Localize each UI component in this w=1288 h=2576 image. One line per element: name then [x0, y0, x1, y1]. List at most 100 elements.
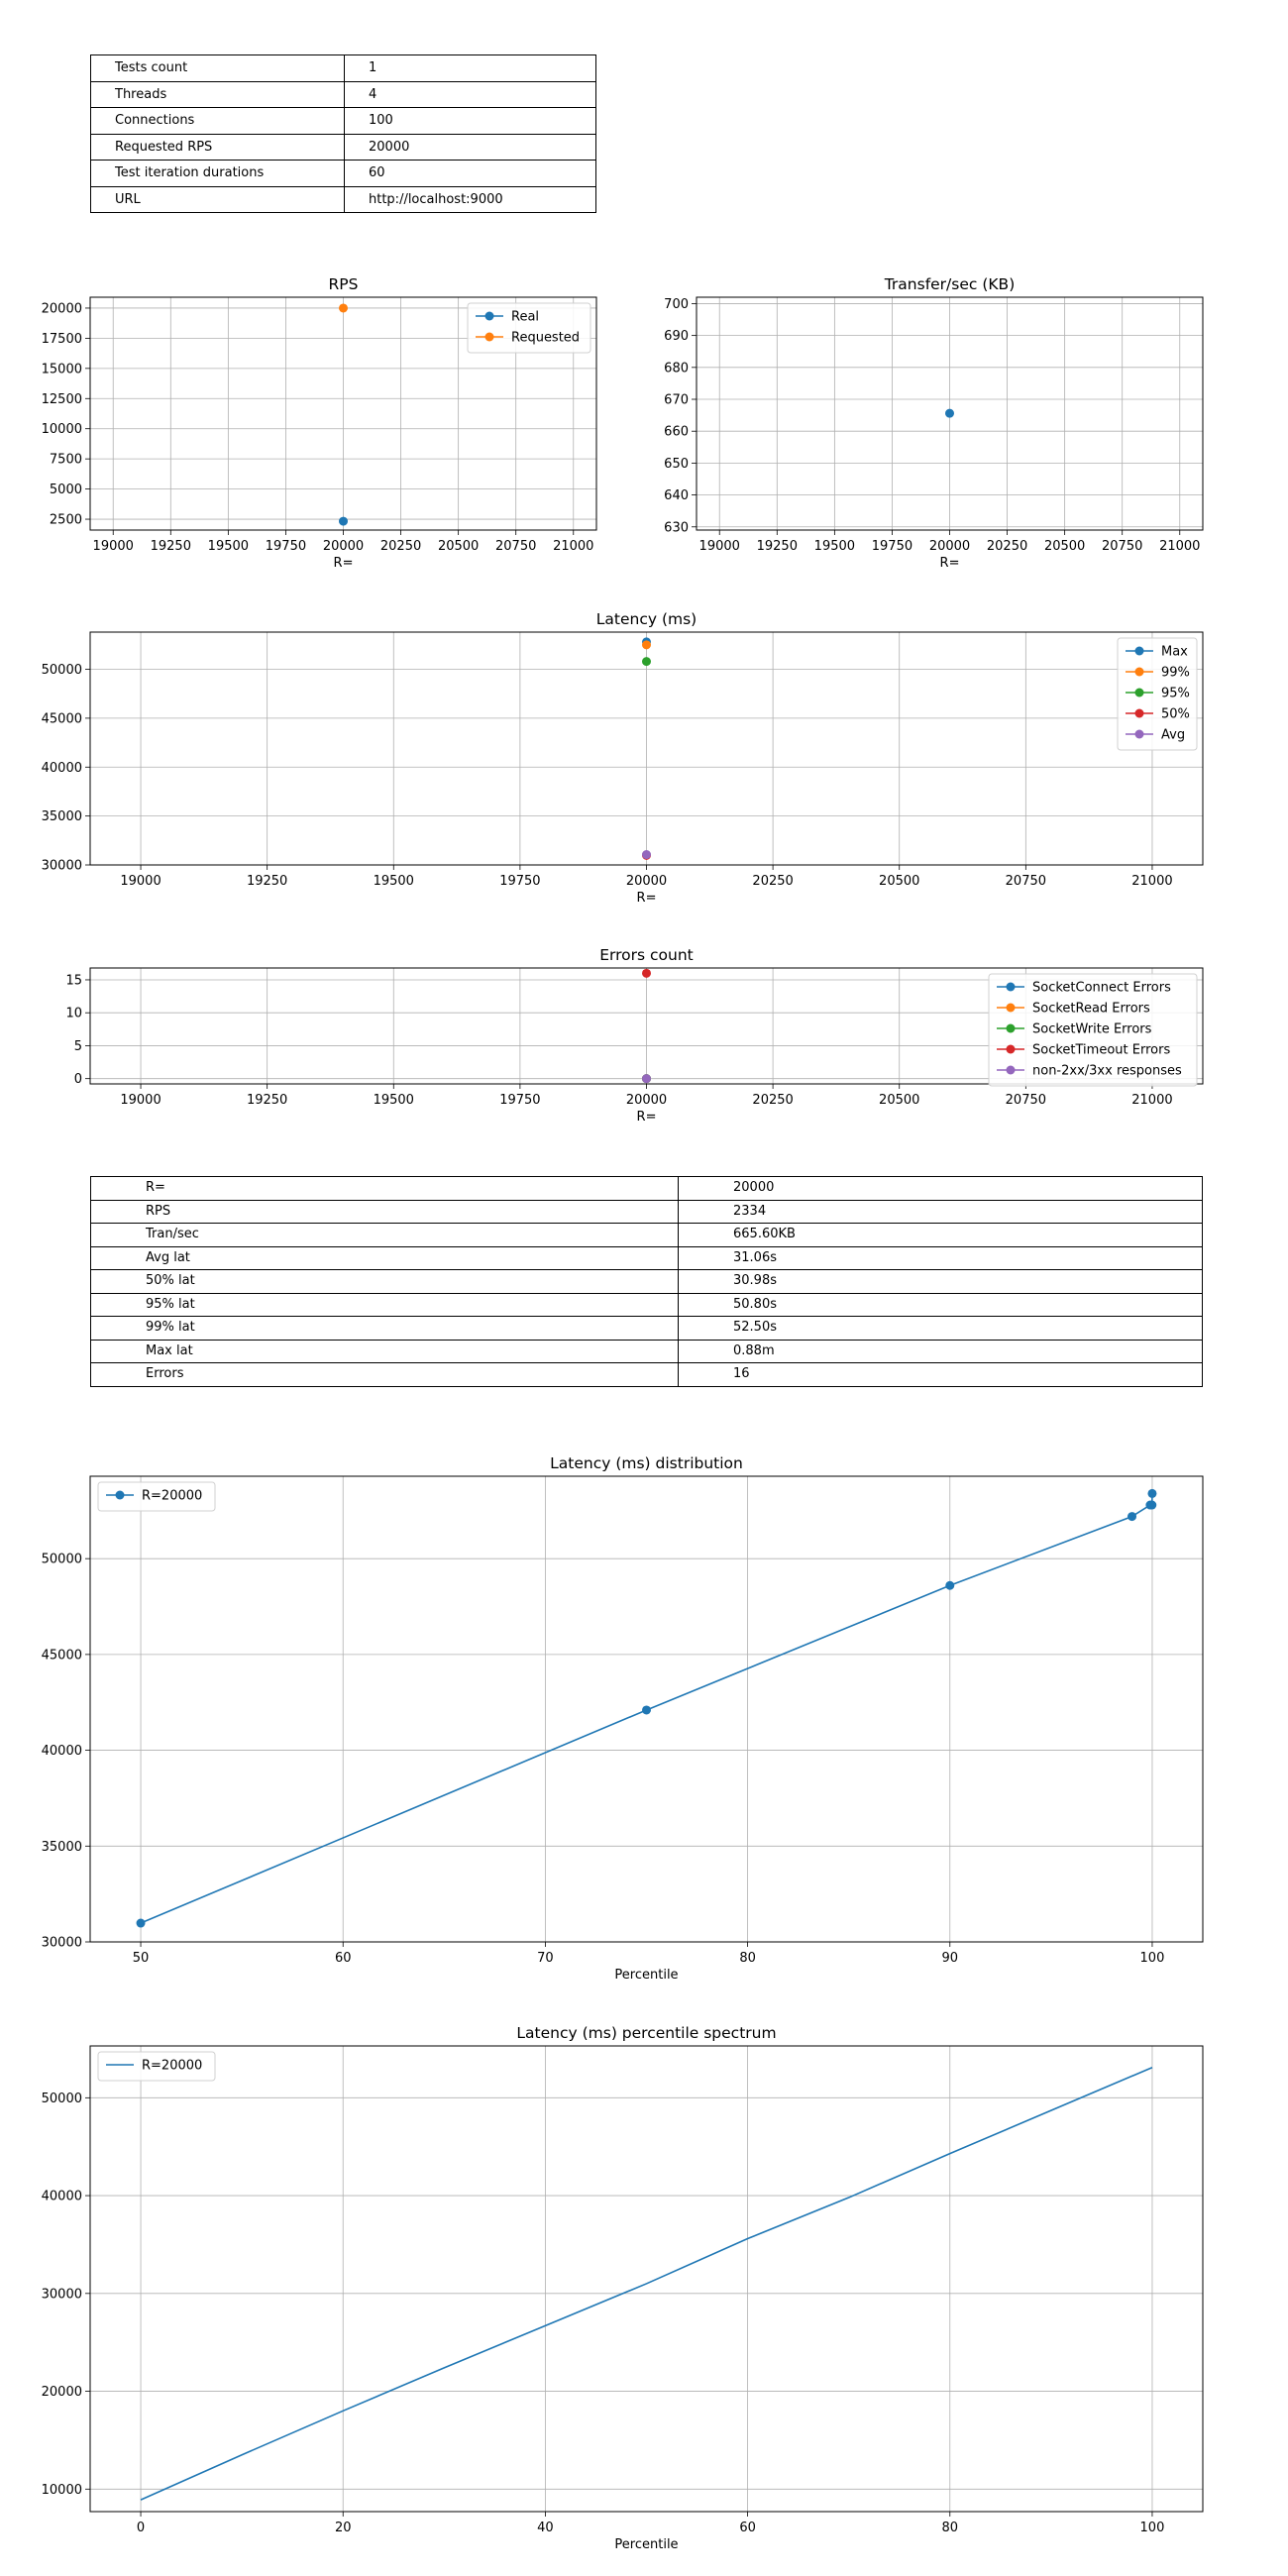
legend-label: SocketTimeout Errors — [1032, 1043, 1170, 1058]
x-tick-label: 20 — [335, 2521, 352, 2535]
legend-marker — [1006, 1065, 1016, 1075]
x-tick-label: 60 — [739, 2521, 756, 2535]
y-tick-label: 15000 — [42, 362, 82, 376]
results-value: 52.50s — [678, 1316, 1203, 1341]
results-key: Max lat — [90, 1339, 679, 1363]
legend-label: Max — [1161, 645, 1188, 660]
series-95- — [642, 657, 651, 667]
results-row: Max lat 0.88m — [90, 1339, 1203, 1363]
legend-marker — [1134, 729, 1144, 739]
x-tick-label: 20000 — [323, 539, 364, 554]
results-key: 95% lat — [90, 1292, 679, 1317]
y-tick-label: 35000 — [42, 1840, 82, 1855]
x-tick-label: 100 — [1140, 1951, 1165, 1966]
x-axis-label: R= — [637, 1110, 657, 1125]
x-tick-label: 19250 — [151, 539, 191, 554]
series-sockettimeout-errors — [642, 968, 651, 978]
legend-label: Real — [511, 310, 539, 325]
plot-frame — [89, 296, 597, 531]
legend-marker — [1134, 646, 1144, 656]
data-point — [339, 303, 348, 313]
legend-label: non-2xx/3xx responses — [1032, 1064, 1182, 1079]
info-value: 20000 — [344, 133, 596, 161]
results-value: 30.98s — [678, 1269, 1203, 1294]
y-tick-label: 7500 — [50, 453, 82, 468]
x-tick-label: 60 — [335, 1951, 352, 1966]
x-tick-label: 20250 — [380, 539, 421, 554]
results-row: 99% lat 52.50s — [90, 1316, 1203, 1341]
results-key: R= — [90, 1176, 679, 1201]
results-key: Tran/sec — [90, 1223, 679, 1247]
legend-marker — [1134, 688, 1144, 698]
series-r-20000 — [136, 1488, 1157, 1928]
y-tick-label: 700 — [664, 297, 689, 312]
series-line — [140, 2066, 1153, 2501]
y-tick-label: 40000 — [42, 1744, 82, 1759]
x-tick-label: 20000 — [626, 874, 667, 889]
x-tick-label: 70 — [537, 1951, 554, 1966]
info-key: Test iteration durations — [90, 160, 345, 187]
legend-marker — [484, 311, 494, 321]
x-tick-label: 19250 — [757, 539, 798, 554]
y-tick-label: 17500 — [42, 332, 82, 347]
legend-label: 50% — [1161, 707, 1190, 722]
info-key: URL — [90, 185, 345, 213]
results-key: 50% lat — [90, 1269, 679, 1294]
info-value: 100 — [344, 107, 596, 135]
x-tick-label: 19250 — [247, 874, 287, 889]
chart-title: Errors count — [599, 946, 694, 964]
x-tick-label: 20750 — [1102, 539, 1142, 554]
info-table: Tests count 1 Threads 4 Connections 100 Reques… — [90, 54, 596, 213]
y-tick-label: 10000 — [42, 2483, 82, 2498]
data-point — [642, 657, 651, 667]
y-tick-label: 10 — [65, 1007, 82, 1021]
results-value: 50.80s — [678, 1292, 1203, 1317]
results-key: 99% lat — [90, 1316, 679, 1341]
chart-title: Latency (ms) percentile spectrum — [516, 2024, 776, 2042]
info-row: Requested RPS 20000 — [90, 133, 596, 161]
x-tick-label: 0 — [137, 2521, 145, 2535]
legend-label: SocketWrite Errors — [1032, 1022, 1152, 1037]
legend: Max 99% 95% 50% Avg — [1117, 637, 1198, 751]
chart-title: Latency (ms) — [596, 610, 697, 628]
x-tick-label: 80 — [739, 1951, 756, 1966]
info-row: Connections 100 — [90, 107, 596, 135]
legend-label: 99% — [1161, 666, 1190, 681]
results-row: 50% lat 30.98s — [90, 1269, 1203, 1294]
legend-marker — [484, 332, 494, 342]
info-key: Requested RPS — [90, 133, 345, 161]
x-tick-label: 50 — [133, 1951, 150, 1966]
info-row: Test iteration durations 60 — [90, 160, 596, 187]
y-tick-label: 40000 — [42, 761, 82, 776]
data-point — [642, 968, 651, 978]
x-tick-label: 20000 — [929, 539, 970, 554]
y-tick-label: 40000 — [42, 2190, 82, 2204]
series-99- — [642, 640, 651, 650]
legend: R=20000 — [97, 2051, 216, 2082]
x-tick-label: 19000 — [120, 874, 161, 889]
legend: SocketConnect Errors SocketRead Errors Soc… — [988, 973, 1198, 1087]
legend-marker — [1006, 982, 1016, 992]
legend-label: R=20000 — [142, 2059, 202, 2074]
y-tick-label: 50000 — [42, 663, 82, 678]
legend-marker — [1006, 1023, 1016, 1033]
y-tick-label: 680 — [664, 361, 689, 376]
plot-frame — [89, 631, 1204, 866]
x-tick-label: 19500 — [814, 539, 855, 554]
data-point — [642, 1705, 651, 1715]
x-tick-label: 20000 — [626, 1093, 667, 1108]
legend-label: Requested — [511, 331, 580, 346]
results-value: 665.60KB — [678, 1223, 1203, 1247]
x-tick-label: 19250 — [247, 1093, 287, 1108]
series-r-20000 — [140, 2066, 1153, 2501]
legend-box — [97, 1481, 216, 1512]
x-tick-label: 19500 — [374, 874, 414, 889]
x-tick-label: 19750 — [266, 539, 306, 554]
y-tick-label: 45000 — [42, 1648, 82, 1663]
chart-title: RPS — [329, 275, 359, 293]
y-tick-label: 640 — [664, 488, 689, 503]
